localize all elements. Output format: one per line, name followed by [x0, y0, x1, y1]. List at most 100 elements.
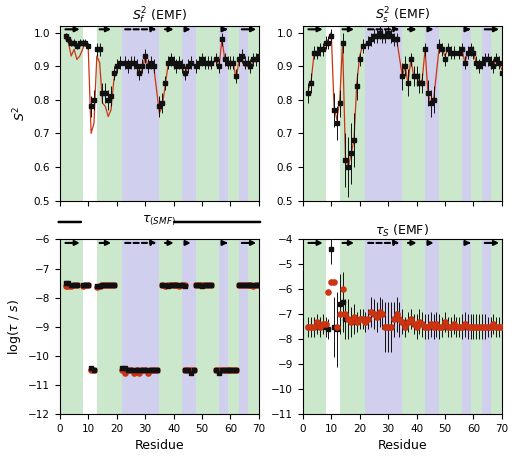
Point — [221, 367, 229, 374]
Point — [101, 281, 109, 288]
Point — [307, 323, 316, 331]
Point — [90, 367, 98, 374]
Point — [241, 281, 249, 288]
Point — [238, 281, 246, 288]
Point — [212, 367, 221, 374]
Point — [452, 323, 461, 331]
Point — [178, 281, 186, 288]
Bar — [482, 26, 490, 201]
Point — [181, 367, 189, 374]
Point — [447, 323, 455, 331]
Point — [432, 321, 440, 328]
Point — [138, 367, 146, 374]
Point — [93, 284, 101, 291]
Point — [181, 281, 189, 288]
Point — [73, 281, 81, 288]
Point — [61, 283, 69, 290]
Point — [178, 281, 186, 288]
Point — [224, 367, 232, 374]
Point — [455, 323, 463, 331]
Point — [64, 283, 72, 290]
Point — [489, 321, 498, 328]
Point — [398, 318, 407, 326]
Point — [70, 281, 78, 288]
Point — [370, 311, 378, 318]
Point — [167, 281, 175, 288]
Point — [187, 367, 195, 374]
Point — [144, 370, 152, 377]
Bar — [219, 26, 228, 201]
Point — [170, 281, 178, 288]
Bar — [182, 26, 196, 201]
Point — [241, 281, 249, 288]
Point — [124, 367, 132, 374]
Point — [430, 323, 438, 331]
Point — [441, 318, 449, 326]
Point — [373, 313, 381, 321]
Bar — [60, 240, 83, 414]
Point — [98, 281, 106, 288]
Point — [421, 323, 429, 331]
Point — [353, 318, 361, 326]
Point — [87, 367, 95, 374]
Bar — [131, 26, 159, 201]
Point — [226, 367, 234, 374]
Bar — [122, 26, 131, 201]
Bar — [131, 240, 159, 414]
Point — [316, 323, 324, 331]
Point — [495, 323, 503, 331]
Point — [67, 281, 76, 288]
Bar — [365, 26, 374, 201]
Point — [79, 283, 87, 290]
Point — [341, 311, 350, 318]
Point — [215, 367, 223, 374]
Point — [192, 281, 200, 288]
Point — [150, 367, 158, 374]
Point — [189, 367, 197, 374]
Point — [201, 281, 209, 288]
Point — [81, 281, 89, 288]
Point — [104, 281, 112, 288]
Point — [395, 316, 403, 323]
Point — [367, 308, 375, 316]
Point — [212, 367, 221, 374]
Point — [226, 367, 234, 374]
Point — [107, 281, 115, 288]
Point — [319, 321, 327, 328]
Point — [347, 318, 355, 326]
Point — [384, 323, 392, 331]
Point — [110, 281, 118, 288]
Point — [475, 323, 483, 331]
Point — [110, 281, 118, 288]
Point — [336, 311, 344, 318]
Point — [172, 281, 180, 288]
Point — [121, 364, 130, 371]
Point — [252, 281, 260, 288]
Y-axis label: $\log(\tau\ /\ s)$: $\log(\tau\ /\ s)$ — [6, 299, 23, 355]
Bar — [248, 240, 259, 414]
Point — [164, 281, 172, 288]
Bar — [97, 240, 122, 414]
Point — [81, 281, 89, 288]
Point — [218, 367, 226, 374]
Point — [175, 281, 183, 288]
Point — [183, 367, 192, 374]
Point — [141, 367, 149, 374]
Point — [229, 367, 237, 374]
Point — [101, 281, 109, 288]
Point — [498, 323, 506, 331]
Bar — [425, 26, 439, 201]
Point — [204, 281, 212, 288]
Point — [252, 281, 260, 288]
Point — [161, 281, 169, 288]
Point — [73, 281, 81, 288]
Point — [64, 279, 72, 287]
Point — [461, 321, 469, 328]
Point — [313, 318, 321, 326]
Bar — [340, 26, 365, 201]
Point — [407, 316, 415, 323]
Point — [358, 316, 366, 323]
Point — [378, 311, 387, 318]
Point — [167, 281, 175, 288]
Point — [486, 323, 494, 331]
